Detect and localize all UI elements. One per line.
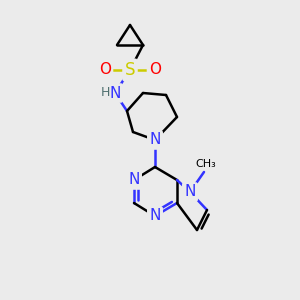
Text: S: S	[125, 61, 135, 79]
Text: N: N	[149, 133, 161, 148]
Text: N: N	[109, 85, 121, 100]
Text: O: O	[149, 62, 161, 77]
Text: O: O	[99, 62, 111, 77]
Text: CH₃: CH₃	[196, 159, 216, 169]
Text: N: N	[184, 184, 196, 200]
Text: N: N	[128, 172, 140, 188]
Text: N: N	[149, 208, 161, 224]
Text: H: H	[100, 85, 110, 98]
